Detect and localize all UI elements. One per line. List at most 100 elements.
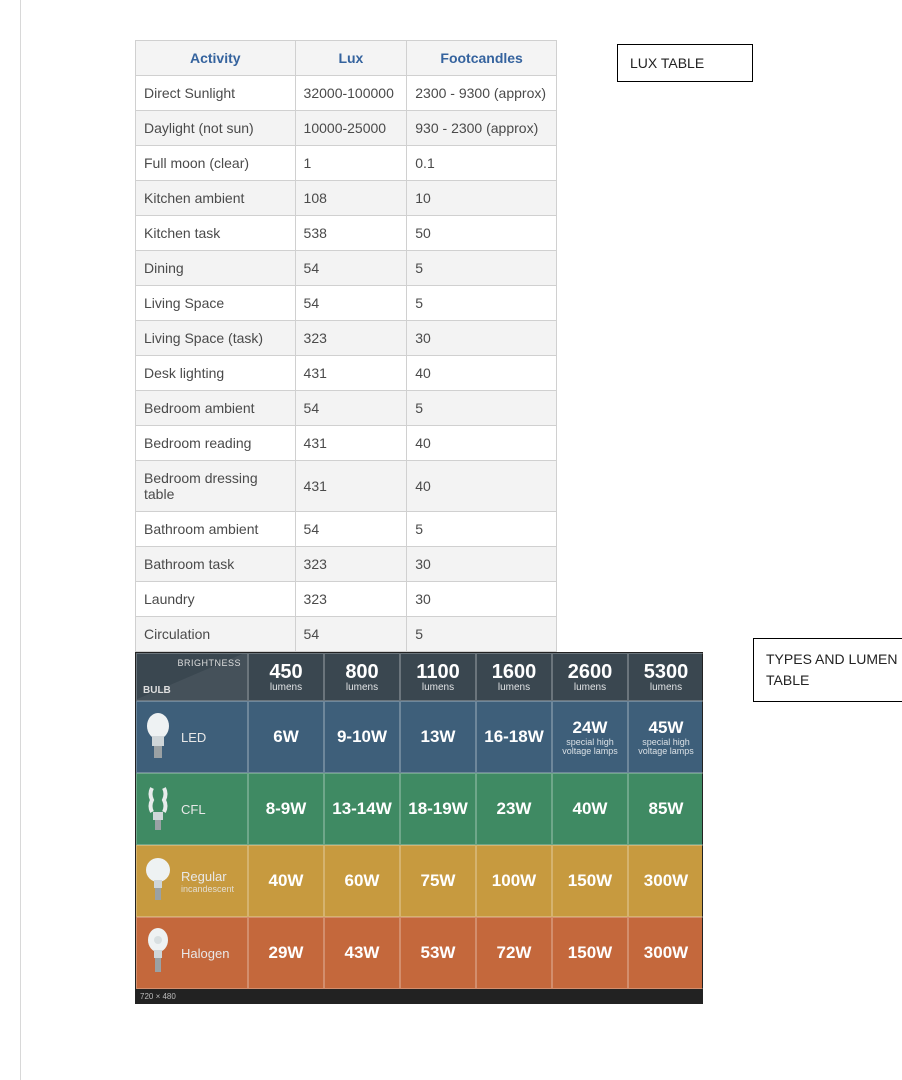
- wattage-value: 75W: [421, 871, 456, 891]
- lux-cell: 50: [407, 216, 557, 251]
- lux-cell: Bedroom dressing table: [136, 461, 296, 512]
- wattage-cell: 53W: [400, 917, 476, 989]
- wattage-value: 45W: [649, 718, 684, 738]
- lux-cell: 5: [407, 286, 557, 321]
- lux-row: Living Space (task)32330: [136, 321, 557, 356]
- wattage-value: 60W: [345, 871, 380, 891]
- lux-col-lux: Lux: [295, 41, 407, 76]
- wattage-value: 300W: [644, 871, 688, 891]
- lux-cell: Full moon (clear): [136, 146, 296, 181]
- lux-cell: 54: [295, 251, 407, 286]
- wattage-cell: 150W: [552, 845, 628, 917]
- wattage-value: 53W: [421, 943, 456, 963]
- lux-row: Bedroom dressing table43140: [136, 461, 557, 512]
- lux-cell: 40: [407, 461, 557, 512]
- lux-cell: 323: [295, 582, 407, 617]
- lux-cell: Daylight (not sun): [136, 111, 296, 146]
- lumen-footer-tag: 720 × 480: [136, 989, 702, 1003]
- lux-cell: 5: [407, 617, 557, 652]
- lumen-unit: lumens: [650, 682, 682, 693]
- lux-row: Desk lighting43140: [136, 356, 557, 391]
- wattage-cell: 43W: [324, 917, 400, 989]
- wattage-value: 18-19W: [408, 799, 468, 819]
- wattage-value: 40W: [269, 871, 304, 891]
- wattage-value: 43W: [345, 943, 380, 963]
- bulb-name: CFL: [181, 802, 206, 817]
- lux-cell: Living Space (task): [136, 321, 296, 356]
- lux-cell: 323: [295, 547, 407, 582]
- lux-cell: 40: [407, 356, 557, 391]
- lumen-unit: lumens: [422, 682, 454, 693]
- lux-cell: 0.1: [407, 146, 557, 181]
- wattage-cell: 300W: [628, 845, 704, 917]
- wattage-cell: 40W: [552, 773, 628, 845]
- wattage-cell: 6W: [248, 701, 324, 773]
- lux-row: Dining545: [136, 251, 557, 286]
- wattage-value: 29W: [269, 943, 304, 963]
- lux-cell: 54: [295, 617, 407, 652]
- lumen-value: 1100: [416, 662, 459, 682]
- lumen-header-diag: BRIGHTNESS BULB: [136, 653, 248, 701]
- lux-row: Direct Sunlight32000-1000002300 - 9300 (…: [136, 76, 557, 111]
- wattage-cell: 150W: [552, 917, 628, 989]
- lumen-row: Regular incandescent 40W 60W 75W 100W 150W 30…: [136, 845, 702, 917]
- lumen-unit: lumens: [270, 682, 302, 693]
- lumen-col-header: 2600 lumens: [552, 653, 628, 701]
- lux-cell: 32000-100000: [295, 76, 407, 111]
- lumen-row: LED 6W9-10W13W16-18W24Wspecial high volt…: [136, 701, 702, 773]
- wattage-value: 8-9W: [266, 799, 307, 819]
- wattage-value: 85W: [649, 799, 684, 819]
- lux-row: Living Space545: [136, 286, 557, 321]
- lux-cell: 431: [295, 461, 407, 512]
- wattage-value: 40W: [573, 799, 608, 819]
- wattage-cell: 85W: [628, 773, 704, 845]
- lux-cell: Living Space: [136, 286, 296, 321]
- lux-cell: 40: [407, 426, 557, 461]
- bulb-icon: [143, 782, 173, 837]
- lux-cell: 10000-25000: [295, 111, 407, 146]
- wattage-value: 13W: [421, 727, 456, 747]
- lux-cell: 323: [295, 321, 407, 356]
- lux-cell: 5: [407, 391, 557, 426]
- bulb-type-cell: Regular incandescent: [136, 845, 248, 917]
- lumen-col-header: 800 lumens: [324, 653, 400, 701]
- wattage-value: 6W: [273, 727, 299, 747]
- wattage-cell: 13-14W: [324, 773, 400, 845]
- wattage-cell: 300W: [628, 917, 704, 989]
- wattage-cell: 60W: [324, 845, 400, 917]
- lux-row: Laundry32330: [136, 582, 557, 617]
- lumen-unit: lumens: [574, 682, 606, 693]
- lumen-col-header: 1100 lumens: [400, 653, 476, 701]
- lux-cell: Bathroom ambient: [136, 512, 296, 547]
- lumen-table: BRIGHTNESS BULB 450 lumens800 lumens1100…: [135, 652, 703, 1004]
- lumen-unit: lumens: [498, 682, 530, 693]
- lux-row: Circulation545: [136, 617, 557, 652]
- lux-row: Full moon (clear)10.1: [136, 146, 557, 181]
- lumen-col-header: 450 lumens: [248, 653, 324, 701]
- lux-cell: 5: [407, 251, 557, 286]
- lux-cell: Direct Sunlight: [136, 76, 296, 111]
- wattage-value: 100W: [492, 871, 536, 891]
- lux-cell: Circulation: [136, 617, 296, 652]
- lux-col-activity: Activity: [136, 41, 296, 76]
- wattage-value: 23W: [497, 799, 532, 819]
- lux-col-fc: Footcandles: [407, 41, 557, 76]
- wattage-value: 150W: [568, 871, 612, 891]
- wattage-cell: 16-18W: [476, 701, 552, 773]
- lux-cell: 54: [295, 286, 407, 321]
- lumen-value: 800: [345, 662, 378, 682]
- lux-cell: Dining: [136, 251, 296, 286]
- lumen-row: CFL 8-9W 13-14W 18-19W 23W 40W 85W: [136, 773, 702, 845]
- lux-cell: 30: [407, 582, 557, 617]
- lux-row: Bedroom reading43140: [136, 426, 557, 461]
- wattage-cell: 23W: [476, 773, 552, 845]
- bulb-name: Halogen: [181, 946, 229, 961]
- lux-cell: 108: [295, 181, 407, 216]
- lux-cell: 10: [407, 181, 557, 216]
- wattage-value: 300W: [644, 943, 688, 963]
- lux-row: Bathroom ambient545: [136, 512, 557, 547]
- wattage-value: 16-18W: [484, 727, 544, 747]
- lumen-row: Halogen 29W43W53W72W150W300W: [136, 917, 702, 989]
- lux-row: Kitchen task53850: [136, 216, 557, 251]
- wattage-value: 13-14W: [332, 799, 392, 819]
